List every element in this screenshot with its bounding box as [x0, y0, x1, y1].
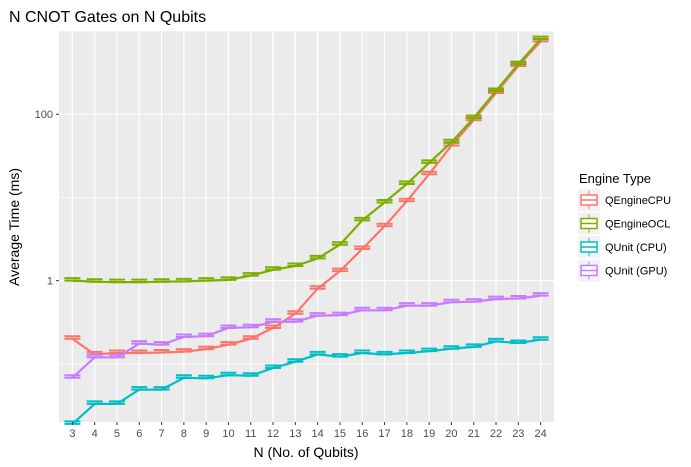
x-tick-label: 10	[222, 428, 234, 440]
series-qenginecpu	[64, 37, 549, 356]
x-tick-label: 21	[468, 428, 480, 440]
y-tick-label: 100	[35, 109, 53, 121]
legend-item: QEngineOCL	[578, 212, 670, 235]
x-axis-title: N (No. of Qubits)	[253, 444, 358, 460]
x-tick-label: 23	[512, 428, 524, 440]
x-tick-label: 16	[356, 428, 368, 440]
x-tick-label: 22	[490, 428, 502, 440]
x-tick-label: 17	[378, 428, 390, 440]
x-tick-label: 19	[423, 428, 435, 440]
x-tick-label: 24	[534, 428, 546, 440]
chart-title: N CNOT Gates on N Qubits	[9, 9, 206, 26]
legend-label: QUnit (CPU)	[605, 242, 667, 254]
legend-item: QEngineCPU	[578, 189, 671, 211]
x-tick-label: 11	[245, 428, 256, 440]
legend: Engine Type QEngineCPU QEngineOCL QUnit (C…	[578, 171, 671, 282]
x-tick-label: 14	[312, 428, 324, 440]
x-tick-label: 18	[401, 428, 413, 440]
series-qunit-cpu	[64, 336, 549, 425]
legend-item: QUnit (CPU)	[578, 236, 667, 258]
legend-item: QUnit (GPU)	[578, 259, 667, 282]
series-line	[72, 38, 542, 284]
series-layer	[64, 35, 549, 425]
legend-title: Engine Type	[579, 171, 651, 186]
x-tick-label: 6	[136, 428, 142, 440]
x-tick-label: 8	[181, 428, 187, 440]
series-line	[71, 294, 541, 379]
x-tick-label: 7	[159, 428, 165, 440]
plot-panel	[59, 31, 554, 422]
x-tick-label: 12	[267, 428, 279, 440]
x-tick-label: 5	[114, 428, 120, 440]
axes: 3 4 5 6 7 8 9 10 11 12 13 14 15 16 17 18 19 20 21 22 23 24 1 10…	[35, 109, 547, 440]
x-tick-label: 3	[69, 428, 75, 440]
y-tick-label: 1	[47, 276, 53, 288]
legend-label: QUnit (GPU)	[605, 266, 667, 278]
legend-label: QEngineOCL	[605, 219, 670, 231]
series-line	[71, 40, 542, 356]
x-tick-label: 9	[203, 428, 209, 440]
x-tick-label: 20	[445, 428, 457, 440]
x-tick-label: 13	[289, 428, 301, 440]
series-qunit-gpu	[64, 292, 549, 379]
y-axis-title: Average Time (ms)	[6, 168, 22, 286]
grid-lines	[59, 30, 554, 422]
series-line	[71, 338, 541, 425]
series-qengineocl	[64, 35, 549, 284]
x-tick-label: 4	[92, 428, 98, 440]
x-tick-label: 15	[334, 428, 346, 440]
legend-label: QEngineCPU	[605, 195, 671, 207]
